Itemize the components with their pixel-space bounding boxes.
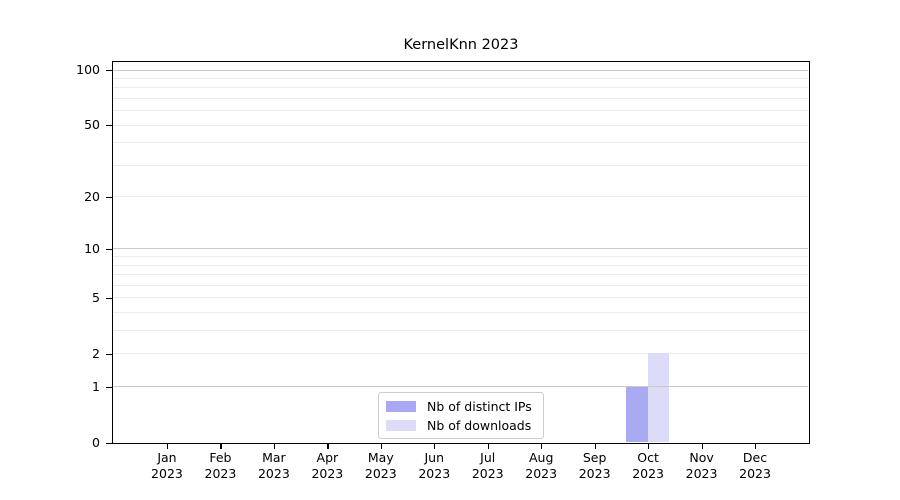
x-tick-year-nov: 2023	[685, 466, 718, 481]
gridline-10	[113, 248, 808, 250]
x-tick-year-jan: 2023	[151, 466, 183, 481]
gridline-60	[113, 110, 808, 112]
x-tick-month-may: May	[367, 450, 394, 465]
bar-distinct-ips-oct	[626, 386, 648, 442]
x-tick-label-aug: Aug 2023	[513, 450, 569, 482]
chart-title: KernelKnn 2023	[403, 37, 519, 53]
x-tick-month-dec: Dec	[742, 450, 768, 465]
y-tick-label-1: 1	[92, 378, 100, 394]
x-tick-dec	[755, 444, 757, 449]
gridline-7	[113, 274, 808, 276]
y-tick-20	[106, 196, 112, 198]
x-tick-may	[380, 444, 382, 449]
x-tick-year-oct: 2023	[632, 466, 665, 481]
x-tick-month-feb: Feb	[209, 450, 232, 465]
x-tick-year-apr: 2023	[311, 466, 344, 481]
x-tick-jul	[487, 444, 489, 449]
legend-item-distinct-ips: Nb of distinct IPs	[384, 398, 536, 414]
gridline-20	[113, 196, 808, 198]
y-tick-10	[106, 248, 112, 251]
x-tick-year-aug: 2023	[525, 466, 558, 481]
x-tick-year-may: 2023	[364, 466, 397, 481]
x-tick-month-nov: Nov	[689, 450, 714, 465]
bar-downloads-oct	[647, 353, 670, 442]
y-tick-0	[106, 442, 112, 444]
legend-swatch-distinct-ips	[386, 400, 416, 412]
x-tick-label-nov: Nov 2023	[674, 450, 730, 482]
x-tick-nov	[701, 444, 703, 449]
legend-label-distinct-ips: Nb of distinct IPs	[427, 398, 532, 414]
x-tick-aug	[541, 444, 543, 449]
x-tick-label-may: May 2023	[353, 450, 409, 482]
x-tick-year-jul: 2023	[471, 466, 504, 481]
x-tick-month-oct: Oct	[637, 450, 659, 465]
x-tick-month-jul: Jul	[480, 450, 496, 465]
y-tick-2	[106, 353, 112, 355]
gridline-5	[113, 297, 808, 299]
y-tick-50	[106, 125, 112, 127]
x-tick-month-mar: Mar	[262, 450, 286, 465]
gridline-8	[113, 264, 808, 266]
x-tick-label-apr: Apr 2023	[299, 450, 355, 482]
legend-label-downloads: Nb of downloads	[427, 417, 532, 433]
legend: Nb of distinct IPs Nb of downloads	[378, 392, 544, 439]
gridline-9	[113, 256, 808, 258]
x-tick-apr	[327, 444, 329, 449]
y-tick-label-0: 0	[92, 434, 100, 450]
x-tick-month-sep: Sep	[582, 450, 607, 465]
y-tick-5	[106, 297, 112, 300]
legend-swatch-downloads	[386, 419, 416, 431]
gridline-3	[113, 330, 808, 332]
gridline-80	[113, 87, 808, 89]
gridline-40	[113, 142, 808, 144]
x-tick-oct	[648, 444, 650, 449]
y-tick-label-50: 50	[84, 117, 100, 133]
x-tick-sep	[594, 444, 596, 449]
gridline-50	[113, 124, 808, 126]
x-tick-year-jun: 2023	[418, 466, 451, 481]
x-tick-year-dec: 2023	[739, 466, 771, 481]
plot-area	[112, 61, 810, 444]
x-tick-label-oct: Oct 2023	[620, 450, 676, 482]
x-tick-label-jun: Jun 2023	[406, 450, 462, 482]
gridline-4	[113, 312, 808, 314]
x-tick-label-jul: Jul 2023	[460, 450, 516, 482]
x-tick-feb	[220, 444, 222, 449]
x-tick-jun	[434, 444, 436, 449]
gridline-2	[113, 353, 808, 355]
x-tick-label-sep: Sep 2023	[567, 450, 623, 482]
x-tick-month-jan: Jan	[157, 450, 177, 465]
y-tick-label-2: 2	[92, 345, 100, 361]
x-tick-year-feb: 2023	[204, 466, 237, 481]
x-tick-month-jun: Jun	[424, 450, 445, 465]
gridline-100	[113, 69, 808, 71]
x-tick-label-feb: Feb 2023	[192, 450, 248, 482]
x-tick-label-dec: Dec 2023	[727, 450, 783, 482]
y-tick-label-100: 100	[76, 62, 100, 77]
x-tick-year-mar: 2023	[257, 466, 290, 481]
x-tick-label-mar: Mar 2023	[246, 450, 302, 482]
x-tick-year-sep: 2023	[578, 466, 611, 481]
x-tick-jan	[166, 444, 169, 449]
x-tick-month-aug: Aug	[528, 450, 554, 465]
y-tick-label-20: 20	[84, 188, 100, 204]
y-tick-1	[106, 386, 112, 388]
x-tick-label-jan: Jan 2023	[139, 450, 195, 482]
x-tick-mar	[273, 444, 276, 449]
y-tick-label-10: 10	[84, 240, 100, 256]
gridline-30	[113, 164, 808, 166]
gridline-90	[113, 77, 808, 79]
legend-item-downloads: Nb of downloads	[384, 417, 536, 433]
gridline-6	[113, 284, 808, 286]
y-tick-100	[106, 70, 112, 72]
y-tick-label-5: 5	[92, 289, 100, 305]
x-tick-month-apr: Apr	[316, 450, 339, 465]
gridline-1	[113, 386, 808, 388]
gridline-70	[113, 97, 808, 99]
